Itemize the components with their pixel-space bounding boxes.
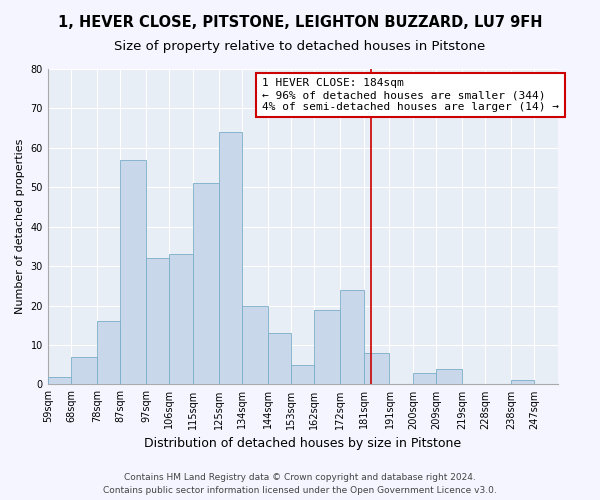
Bar (71, 357, 97, 384)
Bar (120, 160, 146, 384)
Bar (413, 372, 436, 384)
Bar (364, 353, 389, 384)
Bar (291, 364, 314, 384)
Bar (340, 290, 364, 384)
Bar (314, 310, 340, 384)
Text: Contains HM Land Registry data © Crown copyright and database right 2024.
Contai: Contains HM Land Registry data © Crown c… (103, 474, 497, 495)
Bar (169, 254, 193, 384)
Y-axis label: Number of detached properties: Number of detached properties (15, 139, 25, 314)
Bar (146, 258, 169, 384)
Text: Size of property relative to detached houses in Pitstone: Size of property relative to detached ho… (115, 40, 485, 53)
Text: 1 HEVER CLOSE: 184sqm
← 96% of detached houses are smaller (344)
4% of semi-deta: 1 HEVER CLOSE: 184sqm ← 96% of detached … (262, 78, 559, 112)
Text: 1, HEVER CLOSE, PITSTONE, LEIGHTON BUZZARD, LU7 9FH: 1, HEVER CLOSE, PITSTONE, LEIGHTON BUZZA… (58, 15, 542, 30)
Bar (193, 184, 218, 384)
Bar (436, 368, 462, 384)
Bar (511, 380, 535, 384)
Bar (48, 376, 71, 384)
Bar (268, 333, 291, 384)
X-axis label: Distribution of detached houses by size in Pitstone: Distribution of detached houses by size … (144, 437, 461, 450)
Bar (218, 132, 242, 384)
Bar (97, 322, 120, 384)
Bar (242, 306, 268, 384)
